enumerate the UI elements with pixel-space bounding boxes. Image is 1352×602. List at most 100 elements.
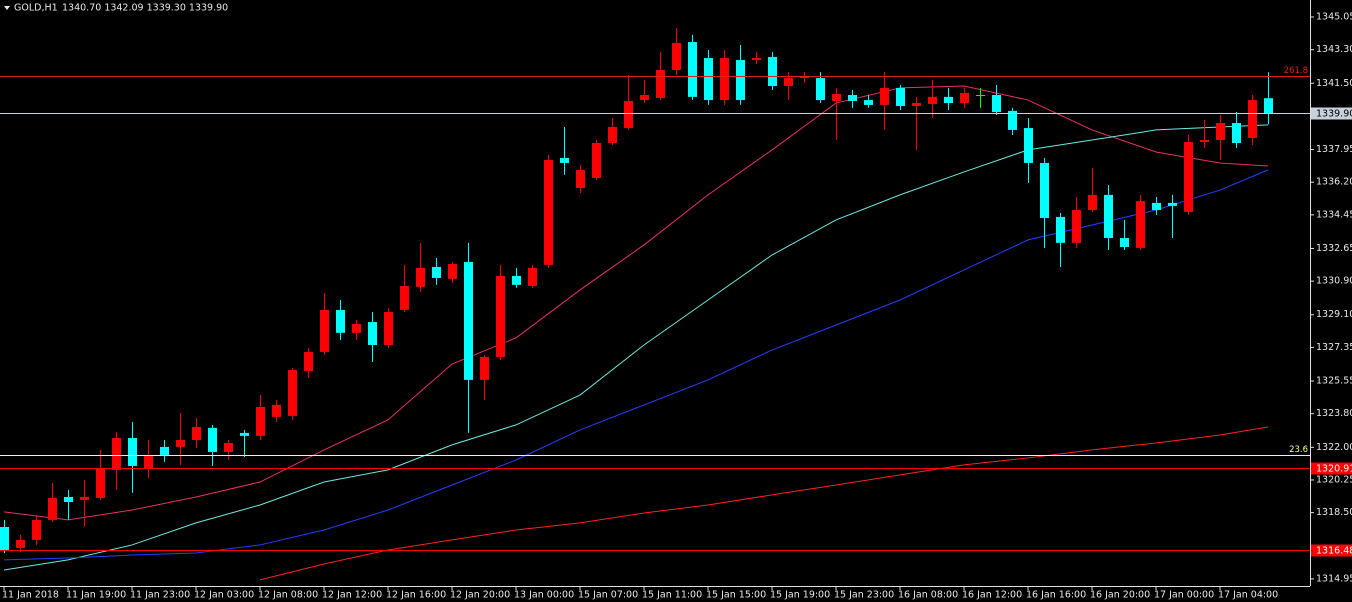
candle-body [704, 58, 713, 101]
candle-body [1184, 142, 1193, 212]
candle-body [1024, 128, 1033, 163]
candle-body [64, 496, 73, 502]
x-tick-label: 12 Jan 20:00 [450, 590, 510, 601]
x-tick-label: 16 Jan 12:00 [962, 590, 1022, 601]
candle-body [832, 93, 841, 101]
candle-body [432, 266, 441, 278]
candle-body [512, 275, 521, 285]
y-tick-label: 1327.35 [1316, 342, 1352, 353]
candle-body [1072, 210, 1081, 243]
candle-body [960, 92, 969, 104]
x-tick-label: 16 Jan 16:00 [1026, 590, 1086, 601]
candle-body [544, 159, 553, 265]
candle-body [720, 58, 729, 101]
candle-body [1104, 194, 1113, 239]
y-tick-label: 1314.95 [1316, 573, 1352, 584]
candle-body [912, 103, 921, 107]
candle-body [1232, 123, 1241, 143]
moving-average [259, 426, 1269, 581]
candle-body [464, 261, 473, 380]
candle-body [672, 42, 681, 71]
x-tick-label: 11 Jan 23:00 [130, 590, 190, 601]
y-tick-label: 1336.20 [1316, 177, 1352, 188]
candle-body [1168, 202, 1177, 206]
candle-body [80, 496, 89, 500]
candle-body [320, 309, 329, 352]
candle-body [592, 142, 601, 178]
x-tick-label: 17 Jan 00:00 [1154, 590, 1214, 601]
candle-body [496, 275, 505, 357]
candle-body [880, 87, 889, 105]
candle-body [336, 309, 345, 333]
level-label: 261.8 [1284, 66, 1308, 76]
candle-body [752, 58, 761, 60]
candle-body [208, 427, 217, 452]
candle-body [256, 406, 265, 436]
candle-body [176, 440, 185, 447]
candle-body [896, 87, 905, 107]
candle-body [848, 95, 857, 101]
y-tick-label: 1325.55 [1316, 376, 1352, 387]
candle-body [48, 497, 57, 520]
candle-body [352, 323, 361, 333]
candle-body [1216, 123, 1225, 141]
candle-body [112, 437, 121, 470]
candle-body [1120, 238, 1129, 247]
price-tag-label: 1316.48 [1316, 546, 1352, 557]
candle-body [992, 95, 1001, 113]
candle-body [1088, 194, 1097, 211]
candle-body [288, 370, 297, 416]
candle-body [1264, 98, 1273, 114]
candle-body [560, 157, 569, 163]
y-tick-label: 1337.95 [1316, 144, 1352, 155]
x-tick-label: 11 Jan 19:00 [66, 590, 126, 601]
candle-body [576, 169, 585, 188]
candle-body [16, 539, 25, 548]
candle-body [1040, 162, 1049, 219]
x-tick-label: 13 Jan 00:00 [514, 590, 574, 601]
ohlc-readout: 1340.70 1342.09 1339.30 1339.90 [62, 3, 228, 14]
y-tick-label: 1318.50 [1316, 507, 1352, 518]
candle-body [224, 443, 233, 452]
x-tick-label: 15 Jan 19:00 [770, 590, 830, 601]
candle-body [384, 311, 393, 345]
y-tick-label: 1343.30 [1316, 44, 1352, 55]
candle-body [1152, 202, 1161, 211]
candle-body [688, 42, 697, 97]
candle-body [800, 76, 809, 79]
candle-body [144, 454, 153, 469]
candle-body [400, 285, 409, 310]
candle-body [656, 70, 665, 99]
x-tick-label: 12 Jan 12:00 [322, 590, 382, 601]
y-tick-label: 1320.25 [1316, 474, 1352, 485]
candle-body [272, 404, 281, 417]
candle-body [944, 96, 953, 104]
x-tick-label: 15 Jan 07:00 [578, 590, 638, 601]
y-tick-label: 1322.00 [1316, 442, 1352, 453]
candle-body [1056, 216, 1065, 243]
x-tick-label: 17 Jan 04:00 [1218, 590, 1278, 601]
candle-body [736, 59, 745, 101]
symbol: GOLD,H1 [14, 3, 58, 14]
candle-body [784, 78, 793, 87]
price-tag [1311, 544, 1352, 557]
candle-body [1248, 100, 1257, 138]
price-tag-label: 1339.90 [1316, 109, 1352, 120]
y-tick-label: 1334.45 [1316, 209, 1352, 220]
candle-body [640, 95, 649, 101]
level-label: 23.6 [1289, 445, 1308, 455]
menu-arrow[interactable] [4, 6, 10, 10]
candle-body [128, 437, 137, 466]
y-tick-label: 1341.50 [1316, 78, 1352, 89]
candle-body [816, 78, 825, 101]
y-tick-label: 1330.90 [1316, 276, 1352, 287]
candle-body [368, 322, 377, 345]
candle-body [1200, 140, 1209, 143]
candle-body [608, 126, 617, 143]
y-tick-label: 1332.65 [1316, 243, 1352, 254]
candle-body [240, 432, 249, 436]
candle-body [624, 100, 633, 129]
x-tick-label: 11 Jan 2018 [2, 590, 59, 601]
